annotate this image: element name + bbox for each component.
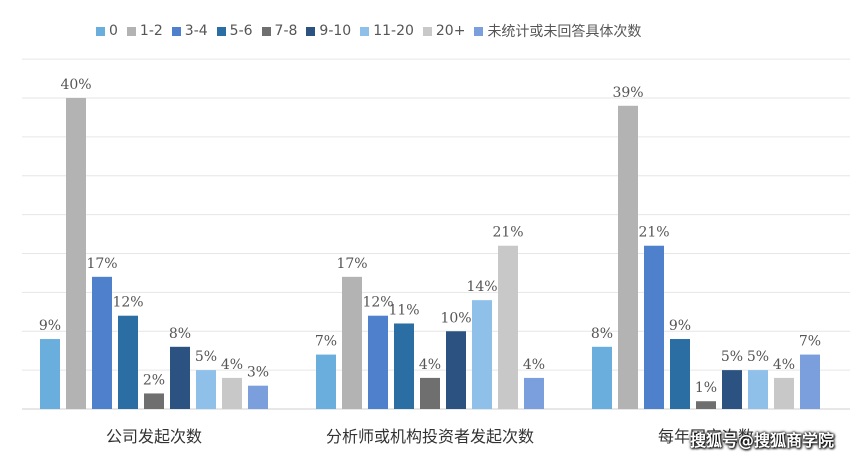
data-label: 12% xyxy=(112,295,143,311)
legend-swatch xyxy=(360,26,370,36)
data-label: 12% xyxy=(362,295,393,311)
bar xyxy=(472,300,492,409)
bar xyxy=(92,276,112,409)
bar xyxy=(420,377,440,409)
bar xyxy=(644,245,664,409)
bar xyxy=(170,346,190,409)
legend-item: 20+ xyxy=(422,23,466,39)
data-label: 4% xyxy=(773,357,795,373)
bar xyxy=(144,393,164,409)
bar xyxy=(40,339,60,409)
bar xyxy=(118,315,138,409)
data-label: 8% xyxy=(169,326,191,342)
bar xyxy=(368,315,388,409)
legend-label: 0 xyxy=(109,23,118,39)
legend-label: 7-8 xyxy=(274,23,298,39)
category-label: 公司发起次数 xyxy=(106,427,202,446)
data-label: 5% xyxy=(747,349,769,365)
legend-label: 3-4 xyxy=(184,23,208,39)
legend-swatch xyxy=(216,26,226,36)
bar xyxy=(222,377,242,409)
data-label: 40% xyxy=(60,77,91,93)
bar xyxy=(394,323,414,409)
legend-swatch xyxy=(306,26,316,36)
legend-swatch xyxy=(126,26,136,36)
legend-swatch xyxy=(96,26,105,36)
data-label: 21% xyxy=(638,225,669,241)
legend-swatch xyxy=(261,26,271,36)
bar xyxy=(748,370,768,409)
data-label: 7% xyxy=(315,334,337,350)
bar xyxy=(446,331,466,409)
legend-swatch xyxy=(474,26,484,36)
category-label: 每年固定次数 xyxy=(658,427,754,446)
bar xyxy=(722,370,742,409)
legend-item: 9-10 xyxy=(306,23,351,39)
legend-label: 1-2 xyxy=(139,23,163,39)
data-label: 17% xyxy=(86,256,117,272)
data-label: 5% xyxy=(195,349,217,365)
legend-item: 7-8 xyxy=(261,23,298,39)
bar xyxy=(592,346,612,409)
data-label: 9% xyxy=(669,318,691,334)
legend-label: 20+ xyxy=(435,23,466,39)
data-label: 3% xyxy=(247,365,269,381)
data-label: 4% xyxy=(523,357,545,373)
legend-swatch xyxy=(171,26,181,36)
data-label: 17% xyxy=(336,256,367,272)
legend-item: 11-20 xyxy=(360,23,414,39)
data-label: 7% xyxy=(799,334,821,350)
data-label: 14% xyxy=(466,279,497,295)
data-label: 5% xyxy=(721,349,743,365)
legend-label: 5-6 xyxy=(229,23,253,39)
legend-item: 0 xyxy=(96,23,118,39)
watermark-text: 搜狐号@搜狐商学院 xyxy=(690,431,835,450)
bar xyxy=(342,276,362,409)
legend-item: 1-2 xyxy=(126,23,163,39)
legend-item: 5-6 xyxy=(216,23,253,39)
bar xyxy=(66,98,86,409)
data-label: 11% xyxy=(388,302,419,318)
data-label: 21% xyxy=(492,225,523,241)
bar xyxy=(618,105,638,410)
data-label: 1% xyxy=(695,380,717,396)
bar xyxy=(524,377,544,409)
bar xyxy=(696,401,716,409)
bar xyxy=(774,377,794,409)
bar xyxy=(498,245,518,409)
category-label: 分析师或机构投资者发起次数 xyxy=(326,427,534,446)
legend-label: 11-20 xyxy=(373,23,414,39)
data-label: 9% xyxy=(39,318,61,334)
chart-legend: 0 1-2 3-4 5-6 7-8 9-10 11-20 20+ 未统计或未回答具体次数 xyxy=(96,20,816,42)
legend-label: 9-10 xyxy=(319,23,352,39)
legend-swatch xyxy=(422,26,432,36)
data-label: 2% xyxy=(143,372,165,388)
bar xyxy=(800,354,820,409)
bar xyxy=(248,385,268,409)
data-label: 4% xyxy=(221,357,243,373)
bar xyxy=(196,370,216,409)
data-label: 8% xyxy=(591,326,613,342)
data-label: 10% xyxy=(440,310,471,326)
legend-label: 未统计或未回答具体次数 xyxy=(487,24,642,40)
legend-item: 3-4 xyxy=(171,23,208,39)
bar xyxy=(670,339,690,409)
data-label: 4% xyxy=(419,357,441,373)
data-label: 39% xyxy=(612,85,643,101)
legend-item: 未统计或未回答具体次数 xyxy=(474,21,641,41)
bar xyxy=(316,354,336,409)
